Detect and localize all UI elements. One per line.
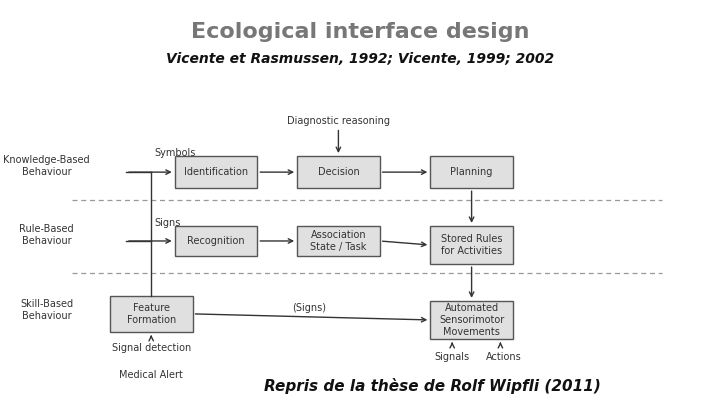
Text: Diagnostic reasoning: Diagnostic reasoning: [287, 117, 390, 126]
Text: Association
State / Task: Association State / Task: [310, 230, 366, 252]
Text: Vicente et Rasmussen, 1992; Vicente, 1999; 2002: Vicente et Rasmussen, 1992; Vicente, 199…: [166, 52, 554, 66]
FancyBboxPatch shape: [297, 226, 380, 256]
FancyBboxPatch shape: [174, 156, 258, 188]
Text: Actions: Actions: [486, 352, 522, 362]
Text: Skill-Based
Behaviour: Skill-Based Behaviour: [20, 299, 73, 321]
Text: Planning: Planning: [451, 167, 492, 177]
Text: Ecological interface design: Ecological interface design: [191, 22, 529, 43]
Text: Signals: Signals: [434, 352, 469, 362]
FancyBboxPatch shape: [431, 156, 513, 188]
Text: Identification: Identification: [184, 167, 248, 177]
Text: Rule-Based
Behaviour: Rule-Based Behaviour: [19, 224, 74, 246]
FancyBboxPatch shape: [431, 301, 513, 339]
FancyBboxPatch shape: [297, 156, 380, 188]
Text: Decision: Decision: [318, 167, 359, 177]
Text: Symbols: Symbols: [155, 148, 196, 158]
Text: Signal detection: Signal detection: [112, 343, 191, 353]
Text: Medical Alert: Medical Alert: [120, 370, 183, 379]
Text: Recognition: Recognition: [187, 236, 245, 246]
Text: Feature
Formation: Feature Formation: [127, 303, 176, 325]
Text: Stored Rules
for Activities: Stored Rules for Activities: [441, 234, 503, 256]
FancyBboxPatch shape: [174, 226, 258, 256]
Text: Signs: Signs: [155, 218, 181, 228]
Text: Knowledge-Based
Behaviour: Knowledge-Based Behaviour: [4, 155, 90, 177]
FancyBboxPatch shape: [109, 296, 193, 332]
Text: (Signs): (Signs): [292, 303, 327, 313]
Text: Repris de la thèse de Rolf Wipfli (2011): Repris de la thèse de Rolf Wipfli (2011): [264, 377, 600, 394]
Text: Automated
Sensorimotor
Movements: Automated Sensorimotor Movements: [439, 303, 504, 337]
FancyBboxPatch shape: [431, 226, 513, 264]
